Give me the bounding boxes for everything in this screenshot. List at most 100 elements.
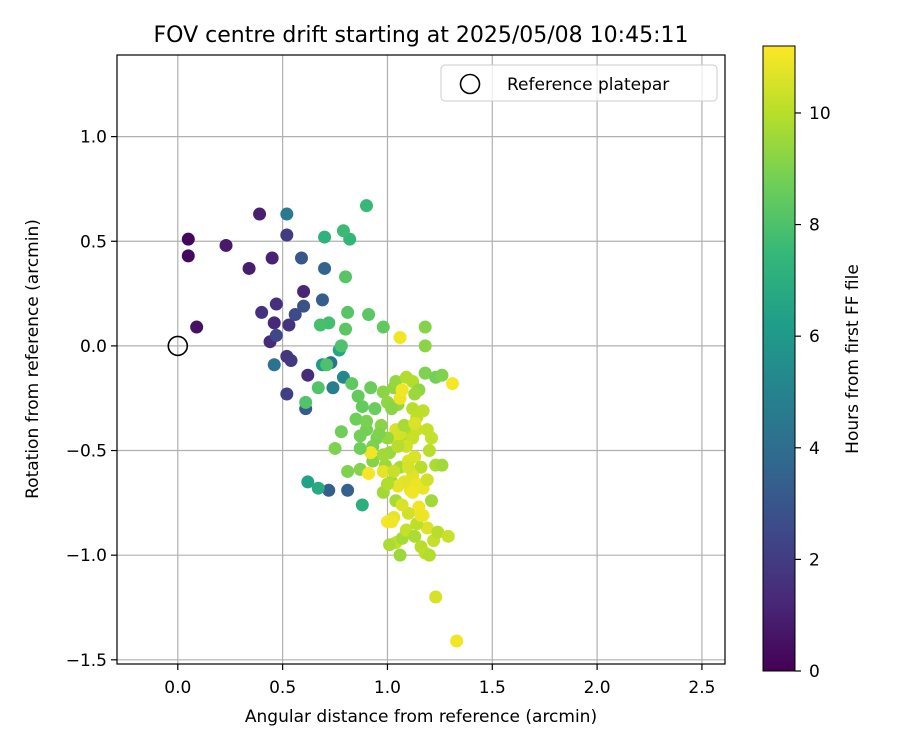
data-point xyxy=(299,395,313,409)
data-point xyxy=(297,299,311,313)
data-point xyxy=(393,331,407,345)
data-point xyxy=(322,483,336,497)
data-point xyxy=(267,316,281,330)
data-points xyxy=(181,199,464,648)
data-point xyxy=(362,308,376,322)
data-point xyxy=(422,548,436,562)
data-point xyxy=(253,207,267,221)
data-point xyxy=(269,297,283,311)
data-point xyxy=(376,320,390,334)
data-point xyxy=(359,414,373,428)
data-point xyxy=(345,377,359,391)
colorbar: 0 2 4 6 8 10 Hours from first FF file xyxy=(762,45,863,682)
data-point xyxy=(376,464,390,478)
data-point xyxy=(385,402,399,416)
data-point xyxy=(397,418,411,432)
colorbar-tick-label: 6 xyxy=(809,327,820,347)
grid xyxy=(117,55,725,664)
data-point xyxy=(424,431,438,445)
data-point xyxy=(318,230,332,244)
y-tick-label: −1.0 xyxy=(66,546,107,566)
data-point xyxy=(341,464,355,478)
plot-frame xyxy=(116,54,726,665)
colorbar-ticks: 0 2 4 6 8 10 xyxy=(795,104,831,682)
data-point xyxy=(368,402,382,416)
data-point xyxy=(418,339,432,353)
data-point xyxy=(435,458,449,472)
data-point xyxy=(418,366,432,380)
data-point xyxy=(336,224,350,238)
data-point xyxy=(408,387,422,401)
data-point xyxy=(408,529,422,543)
data-point xyxy=(313,318,327,332)
y-axis-ticks: −1.5 −1.0 −0.5 0.0 0.5 1.0 xyxy=(66,128,117,671)
data-point xyxy=(190,320,204,334)
data-point xyxy=(311,481,325,495)
x-tick-label: 1.5 xyxy=(479,678,506,698)
data-point xyxy=(280,387,294,401)
data-point xyxy=(294,251,308,265)
data-point xyxy=(341,305,355,319)
data-point xyxy=(219,238,233,252)
data-point xyxy=(339,270,353,284)
data-point xyxy=(315,293,329,307)
y-tick-label: 0.0 xyxy=(80,337,107,357)
legend-box xyxy=(440,64,718,102)
data-point xyxy=(320,358,334,372)
data-point xyxy=(318,261,332,275)
data-point xyxy=(418,320,432,334)
data-point xyxy=(301,475,315,489)
data-point xyxy=(341,483,355,497)
x-tick-label: 0.5 xyxy=(269,678,296,698)
data-point xyxy=(372,427,386,441)
x-axis-label: Angular distance from reference (arcmin) xyxy=(245,707,597,727)
data-point xyxy=(280,228,294,242)
data-point xyxy=(391,439,405,453)
data-point xyxy=(383,538,397,552)
colorbar-tick-label: 0 xyxy=(809,662,820,682)
data-point xyxy=(395,498,409,512)
colorbar-tick-label: 8 xyxy=(809,216,820,236)
plot-area xyxy=(117,55,725,664)
data-point xyxy=(385,515,399,529)
data-point xyxy=(420,521,434,535)
legend-marker-reference xyxy=(459,73,481,95)
x-tick-label: 1.0 xyxy=(374,678,401,698)
x-axis-ticks: 0.0 0.5 1.0 1.5 2.0 2.5 xyxy=(164,664,715,698)
data-point xyxy=(393,548,407,562)
colorbar-tick-label: 2 xyxy=(809,550,820,570)
data-point xyxy=(435,368,449,382)
x-tick-label: 2.5 xyxy=(688,678,715,698)
data-point xyxy=(280,207,294,221)
data-point xyxy=(284,354,298,368)
data-point xyxy=(408,450,422,464)
data-point xyxy=(380,477,394,491)
data-point xyxy=(265,251,279,265)
legend: Reference platepar xyxy=(440,64,718,102)
data-point xyxy=(431,525,445,539)
data-point xyxy=(311,381,325,395)
data-point xyxy=(267,358,281,372)
data-point xyxy=(242,261,256,275)
data-point xyxy=(255,305,269,319)
y-tick-label: −0.5 xyxy=(66,442,107,462)
data-point xyxy=(424,494,438,508)
data-point xyxy=(376,448,390,462)
data-point xyxy=(429,590,443,604)
data-point xyxy=(339,322,353,336)
y-tick-label: 1.0 xyxy=(80,128,107,148)
data-point xyxy=(181,249,195,263)
colorbar-gradient xyxy=(762,45,796,672)
data-point xyxy=(414,508,428,522)
data-point xyxy=(420,473,434,487)
data-point xyxy=(351,389,365,403)
data-point xyxy=(401,460,415,474)
data-point xyxy=(422,444,436,458)
data-point xyxy=(355,400,369,414)
data-point xyxy=(445,377,459,391)
data-point xyxy=(326,381,340,395)
data-point xyxy=(328,441,342,455)
y-tick-label: −1.5 xyxy=(66,651,107,671)
data-point xyxy=(288,308,302,322)
